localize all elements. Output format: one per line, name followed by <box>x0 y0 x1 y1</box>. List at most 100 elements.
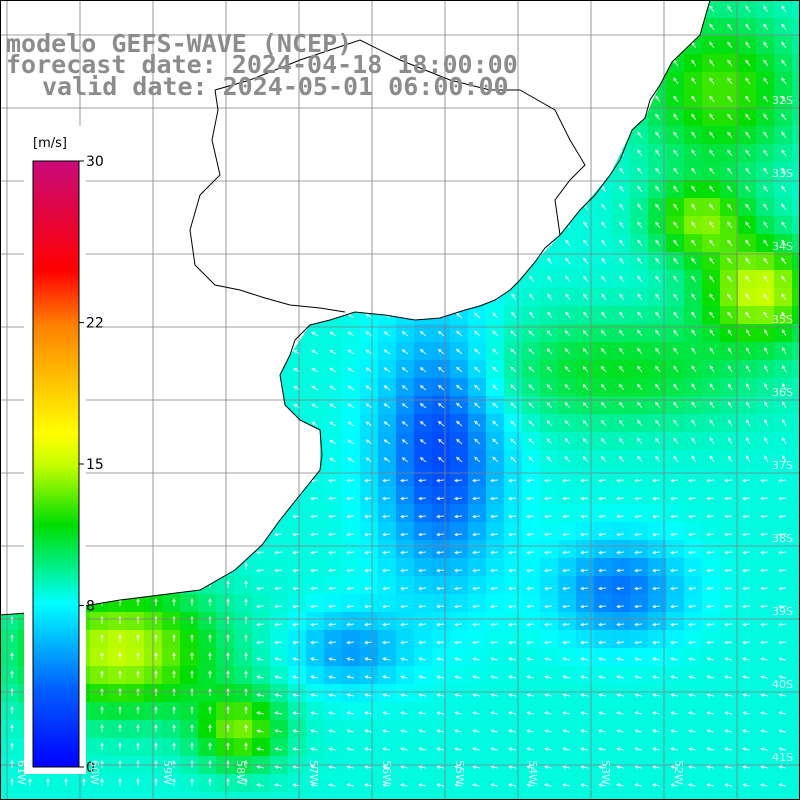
wind-speed-cell <box>612 792 631 800</box>
wind-arrow <box>583 275 589 283</box>
wind-arrow <box>436 532 445 537</box>
wind-speed-cell <box>504 522 523 541</box>
wind-arrow <box>583 221 589 229</box>
wind-speed-cell <box>630 180 649 199</box>
wind-speed-cell <box>774 324 793 343</box>
wind-speed-cell <box>594 306 613 325</box>
wind-speed-cell <box>738 162 757 181</box>
wind-arrow <box>782 329 787 337</box>
wind-arrow <box>562 729 571 733</box>
wind-speed-cell <box>396 522 415 541</box>
wind-arrow <box>10 742 14 750</box>
wind-speed-cell <box>720 252 739 271</box>
wind-arrow <box>706 747 715 751</box>
wind-arrow <box>598 640 607 645</box>
wind-arrow <box>226 742 230 750</box>
wind-speed-cell <box>738 252 757 271</box>
wind-arrow <box>670 675 679 679</box>
wind-speed-cell <box>432 540 451 559</box>
wind-speed-cell <box>252 702 271 721</box>
wind-arrow <box>529 293 535 301</box>
wind-arrow <box>782 455 787 463</box>
wind-speed-cell <box>648 216 667 235</box>
wind-arrow <box>546 402 553 409</box>
wind-arrow <box>364 747 373 751</box>
wind-speed-cell <box>180 630 199 649</box>
wind-speed-cell <box>432 468 451 487</box>
wind-speed-cell <box>702 144 721 163</box>
wind-speed-cell <box>396 504 415 523</box>
wind-arrow <box>742 604 751 609</box>
wind-arrow <box>727 401 733 409</box>
wind-speed-cell <box>468 504 487 523</box>
wind-speed-cell <box>684 774 703 793</box>
wind-speed-cell <box>414 702 433 721</box>
wind-arrow <box>347 349 355 355</box>
wind-speed-cell <box>702 108 721 127</box>
wind-speed-cell <box>396 468 415 487</box>
wind-speed-cell <box>234 612 253 631</box>
wind-arrow <box>547 311 553 319</box>
wind-arrow <box>616 622 625 627</box>
wind-arrow <box>565 239 571 247</box>
wind-arrow <box>274 640 283 645</box>
wind-arrow <box>709 77 715 85</box>
wind-speed-cell <box>684 270 703 289</box>
wind-speed-cell <box>306 360 325 379</box>
wind-arrow <box>598 514 607 519</box>
wind-arrow <box>454 765 463 769</box>
wind-arrow <box>310 568 319 573</box>
wind-arrow <box>490 550 499 555</box>
wind-arrow <box>688 568 697 573</box>
wind-speed-cell <box>666 432 685 451</box>
wind-arrow <box>619 383 625 391</box>
wind-speed-cell <box>378 630 397 649</box>
wind-arrow <box>310 657 319 661</box>
wind-arrow <box>526 532 535 537</box>
wind-arrow <box>508 783 517 787</box>
wind-arrow <box>492 456 499 463</box>
wind-speed-cell <box>630 630 649 649</box>
wind-arrow <box>418 550 427 555</box>
wind-arrow <box>419 331 427 337</box>
wind-arrow <box>547 275 553 283</box>
wind-speed-cell <box>522 684 541 703</box>
wind-speed-cell <box>702 36 721 55</box>
wind-speed-cell <box>666 234 685 253</box>
wind-arrow <box>778 514 787 519</box>
wind-speed-cell <box>378 540 397 559</box>
wind-arrow <box>510 438 517 445</box>
wind-speed-cell <box>576 234 595 253</box>
wind-arrow <box>190 760 194 768</box>
wind-arrow <box>709 185 715 193</box>
wind-speed-cell <box>558 252 577 271</box>
wind-arrow <box>454 532 463 537</box>
wind-arrow <box>544 478 553 483</box>
wind-speed-cell <box>720 468 739 487</box>
wind-arrow <box>781 41 787 49</box>
wind-speed-cell <box>450 684 469 703</box>
wind-arrow <box>745 167 751 175</box>
wind-arrow <box>691 77 697 85</box>
wind-arrow <box>760 729 769 733</box>
wind-speed-cell <box>540 738 559 757</box>
wind-arrow <box>382 711 391 715</box>
wind-speed-cell <box>0 738 19 757</box>
wind-arrow <box>706 604 715 609</box>
wind-speed-cell <box>486 666 505 685</box>
wind-arrow <box>742 622 751 627</box>
wind-arrow <box>310 586 319 591</box>
wind-arrow <box>745 383 751 391</box>
wind-arrow <box>673 329 679 337</box>
wind-arrow <box>688 747 697 751</box>
wind-speed-cell <box>522 306 541 325</box>
wind-arrow <box>764 419 769 427</box>
wind-arrow <box>400 747 409 751</box>
wind-speed-cell <box>450 522 469 541</box>
wind-arrow <box>763 275 769 283</box>
wind-arrow <box>454 729 463 733</box>
wind-arrow <box>100 652 104 660</box>
wind-speed-cell <box>198 702 217 721</box>
wind-arrow <box>310 514 319 519</box>
